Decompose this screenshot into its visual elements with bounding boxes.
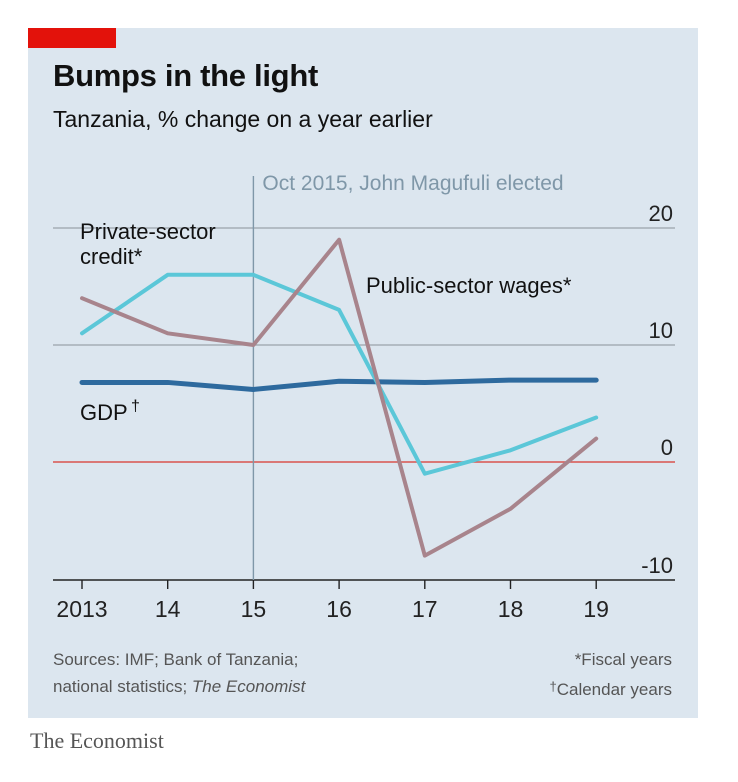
x-tick-label: 16	[326, 596, 352, 622]
y-tick-labels: 0 10 20 -10	[641, 201, 673, 578]
y-tick-label: 0	[661, 435, 673, 460]
fiscal-years-note: *Fiscal years	[574, 650, 672, 669]
gdp-label-dagger: †	[131, 398, 140, 415]
x-tick-label: 2013	[56, 596, 107, 622]
public-wages-label: Public-sector wages*	[366, 273, 572, 298]
brand-tab	[28, 28, 116, 48]
x-tick-label: 18	[498, 596, 524, 622]
footnotes: *Fiscal years †Calendar years	[549, 646, 672, 703]
series-lines	[79, 237, 599, 558]
series-line-gdp	[79, 377, 599, 392]
calendar-years-note: †Calendar years	[549, 673, 672, 703]
gridlines	[53, 227, 675, 463]
x-tick-label: 15	[241, 596, 267, 622]
calendar-years-text: Calendar years	[556, 680, 672, 699]
x-tick-label: 17	[412, 596, 438, 622]
chart-title: Bumps in the light	[53, 58, 318, 93]
source-line-2-italic: The Economist	[191, 677, 306, 696]
source-line-2: national statistics; The Economist	[53, 673, 305, 700]
source-note: Sources: IMF; Bank of Tanzania; national…	[53, 646, 305, 700]
economist-logo: The Economist	[30, 728, 164, 753]
source-line-2-prefix: national statistics;	[53, 677, 192, 696]
private-credit-label-line-2: credit*	[80, 244, 143, 269]
y-tick-label: 20	[649, 201, 673, 226]
y-tick-label: 10	[649, 318, 673, 343]
series-line-public-wages	[80, 237, 599, 558]
election-annotation: Oct 2015, John Magufuli elected	[252, 172, 564, 580]
x-tick-label: 14	[155, 596, 181, 622]
calendar-dagger: †	[549, 679, 557, 694]
private-credit-label-line-1: Private-sector	[80, 219, 216, 244]
election-annotation-text: Oct 2015, John Magufuli elected	[262, 172, 563, 195]
series-line-private-credit	[80, 272, 599, 476]
y-tick-label: -10	[641, 553, 673, 578]
x-tick-label: 19	[583, 596, 609, 622]
x-axis: 2013 14 15 16 17 18 19	[53, 579, 675, 622]
chart-subtitle: Tanzania, % change on a year earlier	[53, 106, 433, 132]
gdp-label: GDP	[80, 400, 128, 425]
chart-panel	[28, 28, 698, 718]
source-line-1: Sources: IMF; Bank of Tanzania;	[53, 650, 299, 669]
